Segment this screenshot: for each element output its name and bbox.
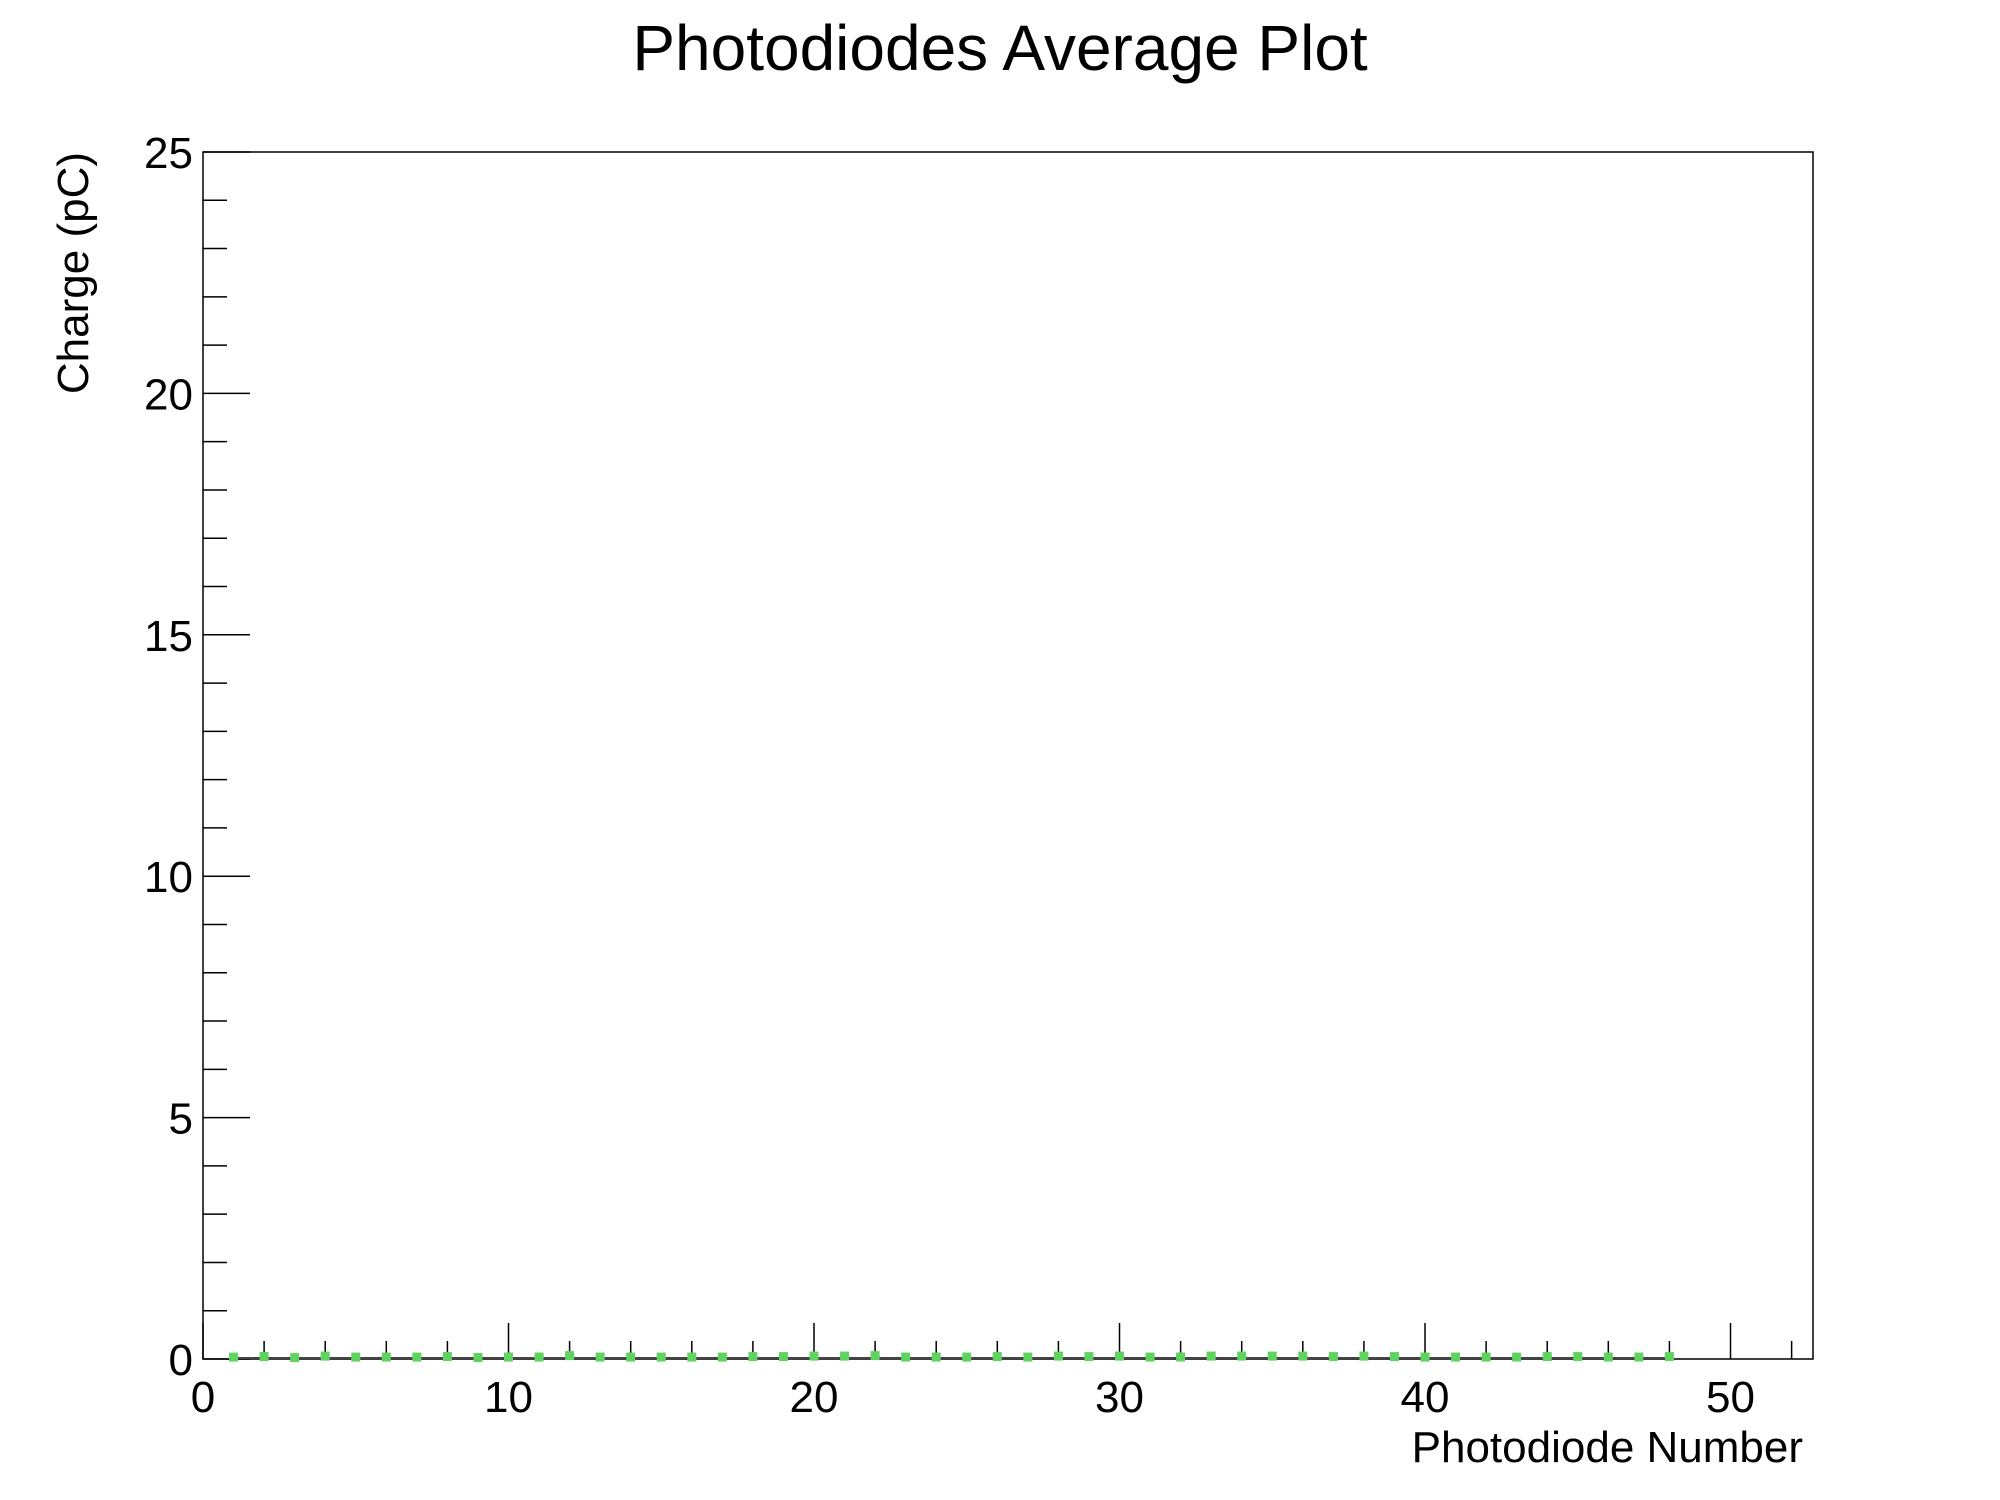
x-tick-label: 30 xyxy=(1095,1373,1144,1422)
data-point xyxy=(1389,1352,1399,1362)
data-point xyxy=(351,1352,361,1362)
y-axis-tick-labels: 0 5 10 15 20 25 xyxy=(144,129,193,1385)
data-point xyxy=(473,1353,483,1363)
data-point xyxy=(1084,1352,1094,1362)
x-tick-label: 50 xyxy=(1706,1373,1755,1422)
data-point xyxy=(1237,1351,1247,1361)
data-point xyxy=(901,1352,911,1362)
data-point xyxy=(534,1352,544,1362)
data-point xyxy=(656,1352,666,1362)
chart-title: Photodiodes Average Plot xyxy=(632,12,1368,84)
data-point xyxy=(687,1352,697,1362)
data-point xyxy=(809,1351,819,1361)
data-point xyxy=(1451,1352,1461,1362)
data-point xyxy=(626,1352,636,1362)
x-tick-label: 10 xyxy=(484,1373,533,1422)
data-point xyxy=(412,1352,422,1362)
data-point xyxy=(381,1352,391,1362)
data-point xyxy=(1512,1352,1522,1362)
data-point xyxy=(1176,1352,1186,1362)
x-tick-label: 20 xyxy=(790,1373,839,1422)
data-point xyxy=(442,1352,452,1362)
data-point xyxy=(748,1352,758,1362)
data-point xyxy=(1420,1352,1430,1362)
data-point xyxy=(290,1353,300,1363)
y-tick-label: 5 xyxy=(169,1095,193,1144)
data-point xyxy=(931,1352,941,1362)
data-point xyxy=(259,1352,269,1362)
data-point xyxy=(1359,1351,1369,1361)
x-tick-label: 0 xyxy=(191,1373,215,1422)
x-axis-label: Photodiode Number xyxy=(1412,1423,1803,1472)
data-point xyxy=(1145,1352,1155,1362)
y-tick-label: 20 xyxy=(144,370,193,419)
data-point xyxy=(840,1351,850,1361)
data-point xyxy=(1023,1352,1033,1362)
plot-frame xyxy=(202,151,1814,1360)
y-axis-label: Charge (pC) xyxy=(49,152,98,394)
y-tick-label: 10 xyxy=(144,853,193,902)
x-axis-tick-labels: 0 10 20 30 40 50 xyxy=(191,1373,1755,1422)
data-point xyxy=(717,1352,727,1362)
data-point xyxy=(504,1352,514,1362)
y-tick-label: 15 xyxy=(144,612,193,661)
data-point xyxy=(1603,1352,1613,1362)
data-point xyxy=(1328,1352,1338,1362)
data-point xyxy=(992,1352,1002,1362)
data-point xyxy=(1634,1352,1644,1362)
data-point xyxy=(565,1351,575,1361)
data-point xyxy=(962,1352,972,1362)
data-point xyxy=(1664,1352,1674,1362)
data-point xyxy=(1206,1351,1216,1361)
data-point xyxy=(870,1351,880,1361)
y-tick-label: 25 xyxy=(144,129,193,178)
data-point xyxy=(1573,1352,1583,1362)
data-point xyxy=(595,1352,605,1362)
data-point xyxy=(1298,1351,1308,1361)
data-point xyxy=(1115,1351,1125,1361)
data-point xyxy=(1267,1351,1277,1361)
data-point xyxy=(1542,1352,1552,1362)
data-point xyxy=(1053,1351,1063,1361)
y-tick-label: 0 xyxy=(169,1336,193,1385)
data-point xyxy=(229,1352,239,1362)
data-point xyxy=(778,1352,788,1362)
data-markers xyxy=(229,1351,1674,1363)
data-point xyxy=(1481,1352,1491,1362)
data-point xyxy=(320,1351,330,1361)
x-tick-label: 40 xyxy=(1401,1373,1450,1422)
y-axis-ticks xyxy=(203,151,250,1360)
